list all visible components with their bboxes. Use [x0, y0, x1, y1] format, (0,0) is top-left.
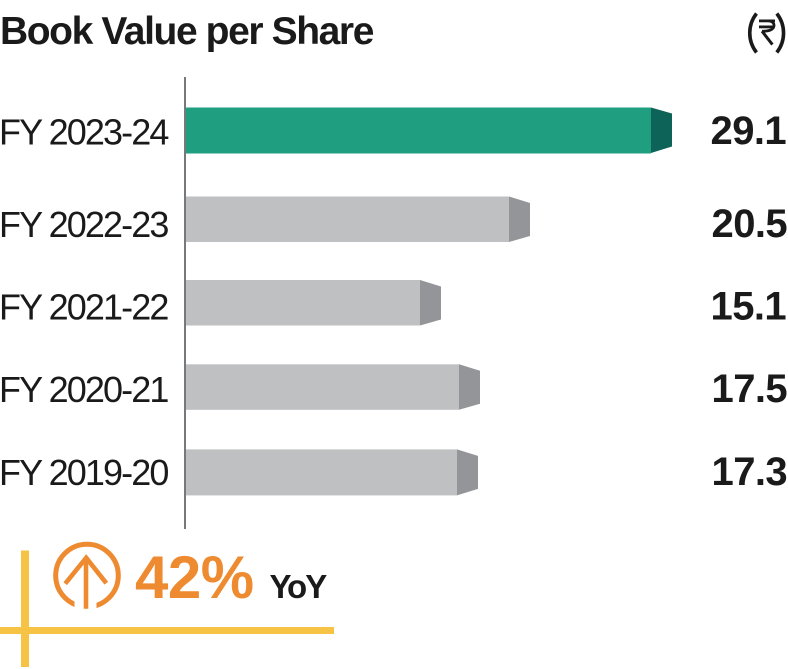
svg-text:FY 2021-22: FY 2021-22: [0, 287, 168, 328]
svg-text:17.3: 17.3: [712, 450, 787, 494]
svg-text:FY 2019-20: FY 2019-20: [0, 452, 168, 493]
svg-text:Book Value per Share: Book Value per Share: [0, 10, 374, 53]
svg-text:FY 2020-21: FY 2020-21: [0, 369, 168, 410]
svg-text:42%: 42%: [135, 544, 254, 611]
svg-text:YoY: YoY: [270, 568, 328, 605]
svg-text:15.1: 15.1: [711, 285, 787, 329]
svg-text:17.5: 17.5: [712, 367, 788, 411]
svg-text:29.1: 29.1: [711, 109, 787, 153]
svg-text:FY 2023-24: FY 2023-24: [0, 112, 168, 153]
svg-text:FY 2022-23: FY 2022-23: [0, 204, 168, 245]
svg-text:20.5: 20.5: [712, 202, 788, 246]
